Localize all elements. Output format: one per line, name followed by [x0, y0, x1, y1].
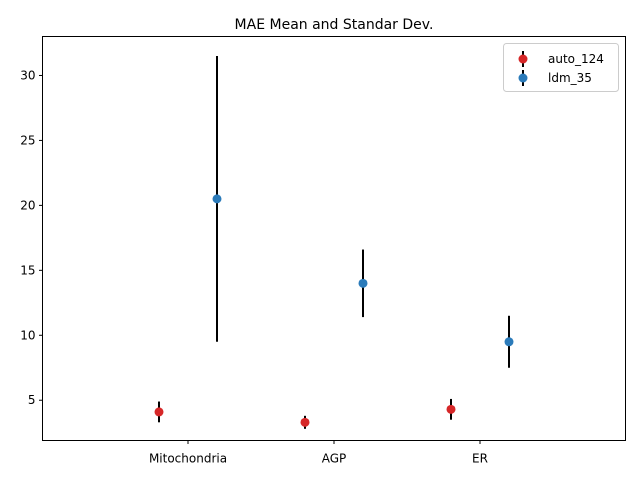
data-point — [358, 278, 368, 288]
chart-title: MAE Mean and Standar Dev. — [235, 17, 434, 33]
legend: auto_124 ldm_35 — [503, 43, 619, 92]
data-point — [154, 407, 164, 417]
y-tick-label: 5 — [28, 393, 36, 407]
legend-box — [503, 43, 619, 92]
data-point — [212, 194, 222, 204]
legend-label: auto_124 — [548, 52, 604, 66]
data-point — [300, 417, 310, 427]
x-tick-label: AGP — [322, 452, 347, 466]
axes-frame — [42, 36, 626, 441]
y-tick-label: 10 — [20, 328, 35, 342]
x-tick-label: ER — [472, 452, 488, 466]
plot-area: 5 10 15 20 25 30 Mitochondria AGP ER — [20, 55, 514, 466]
legend-marker — [518, 73, 528, 83]
y-tick-label: 25 — [20, 133, 35, 147]
data-point — [504, 337, 514, 347]
legend-label: ldm_35 — [548, 71, 592, 85]
y-tick-label: 15 — [20, 263, 35, 277]
x-tick-label: Mitochondria — [149, 452, 227, 466]
y-tick-label: 30 — [20, 68, 35, 82]
data-point — [446, 404, 456, 414]
y-tick-label: 20 — [20, 198, 35, 212]
legend-marker — [518, 54, 528, 64]
